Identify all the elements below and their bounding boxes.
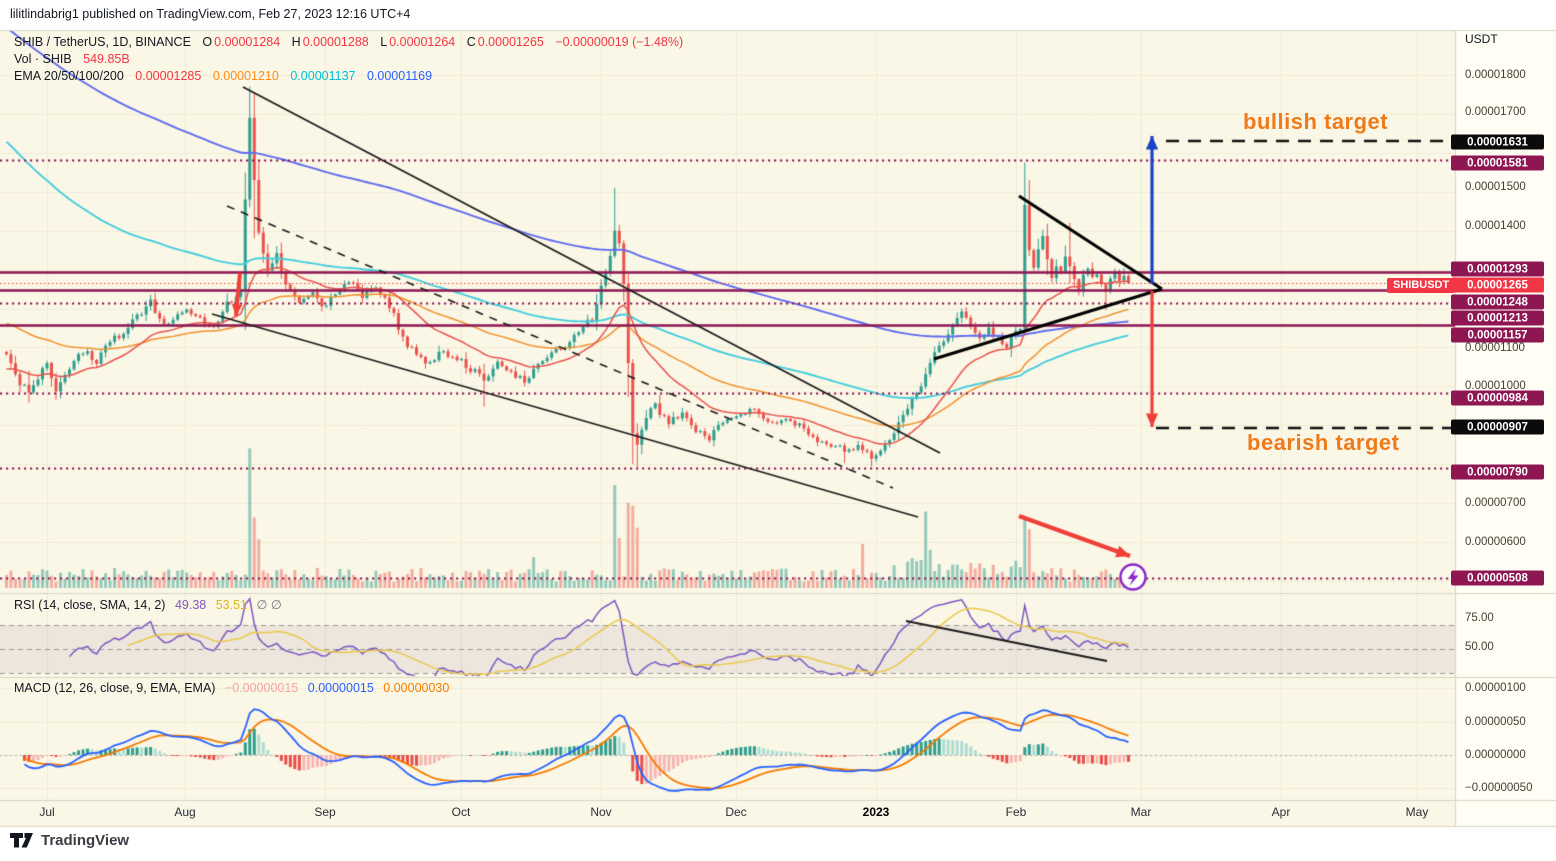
tradingview-logo-icon[interactable]	[10, 833, 34, 848]
price-line-symbol-tag: SHIBUSDT	[1387, 278, 1456, 293]
open-label: O	[202, 35, 213, 49]
time-axis-label: Dec	[725, 805, 747, 819]
time-axis-label: Apr	[1271, 805, 1291, 819]
open-value: 0.00001284	[214, 35, 281, 49]
price-level-badge: 0.00001581	[1451, 155, 1544, 171]
time-axis-label: Feb	[1005, 805, 1027, 819]
price-axis-label: −0.00000050	[1465, 782, 1533, 794]
footer-bar: TradingView	[10, 832, 129, 849]
time-axis-label: 2023	[862, 805, 890, 819]
rsi-legend: RSI (14, close, SMA, 14, 2) 49.38 53.51 …	[14, 597, 288, 612]
tradingview-brand-text[interactable]: TradingView	[41, 832, 130, 849]
price-axis-label: 0.00000050	[1465, 716, 1526, 728]
price-axis-label: 0.00000100	[1465, 682, 1526, 694]
price-axis[interactable]: USDT 0.00001800 0.00001700 0.00001500 0.000…	[1451, 30, 1556, 826]
price-axis-label: 0.00000000	[1465, 749, 1526, 761]
price-axis-label: 75.00	[1465, 612, 1494, 624]
time-axis-label: Oct	[451, 805, 471, 819]
time-axis[interactable]: Jul Aug Sep Oct Nov Dec 2023 Feb Mar Apr May	[0, 800, 1455, 826]
price-axis-label: 0.00000600	[1465, 536, 1526, 548]
price-axis-label: 0.00000700	[1465, 497, 1526, 509]
ema-row: EMA 20/50/100/200 0.00001285 0.00001210 …	[14, 68, 685, 85]
time-axis-label: Nov	[590, 805, 612, 819]
close-label: C	[466, 35, 476, 49]
low-value: 0.00001264	[389, 35, 456, 49]
time-axis-label: May	[1405, 805, 1429, 819]
volume-value: 549.85B	[83, 52, 130, 66]
rsi-value: 49.38	[174, 598, 207, 612]
symbol-row: SHIB / TetherUS, 1D, BINANCE O 0.00001284…	[14, 34, 685, 51]
rsi-sma-value: 53.51	[215, 598, 247, 612]
attribution-text: lilitlindabrig1 published on TradingView…	[10, 7, 411, 21]
rsi-label[interactable]: RSI (14, close, SMA, 14, 2)	[14, 598, 166, 612]
macd-legend: MACD (12, 26, close, 9, EMA, EMA) −0.000…	[14, 681, 455, 695]
price-axis-label: 0.00001100	[1465, 342, 1525, 354]
ema50-value: 0.00001210	[212, 69, 279, 83]
price-level-badge: 0.00000984	[1451, 390, 1544, 406]
price-level-badge: 0.00001157	[1451, 327, 1544, 343]
time-axis-label: Sep	[314, 805, 336, 819]
high-value: 0.00001288	[302, 35, 369, 49]
ema100-value: 0.00001137	[290, 69, 356, 83]
macd-line-value: 0.00000015	[307, 681, 374, 695]
price-level-badge: 0.00001213	[1451, 310, 1544, 326]
high-label: H	[291, 35, 301, 49]
volume-row: Vol · SHIB 549.85B	[14, 51, 685, 68]
price-level-badge: 0.00000790	[1451, 464, 1544, 480]
macd-label[interactable]: MACD (12, 26, close, 9, EMA, EMA)	[14, 681, 216, 695]
time-axis-label: Jul	[39, 805, 55, 819]
price-axis-label: 0.00001800	[1465, 69, 1526, 81]
ema20-value: 0.00001285	[135, 69, 202, 83]
low-label: L	[380, 35, 388, 49]
bullish-target-label[interactable]: bullish target	[1243, 109, 1389, 134]
ema-label[interactable]: EMA 20/50/100/200	[14, 69, 124, 83]
macd-hist-value: −0.00000015	[224, 681, 299, 695]
bearish-target-label[interactable]: bearish target	[1247, 430, 1400, 455]
macd-signal-value: 0.00000030	[383, 681, 450, 695]
price-axis-label: 0.00001000	[1465, 380, 1526, 392]
chart-legend: SHIB / TetherUS, 1D, BINANCE O 0.00001284…	[14, 34, 685, 85]
price-level-badge: 0.00001631	[1451, 134, 1544, 150]
ema200-value: 0.00001169	[366, 69, 433, 83]
close-value: 0.00001265	[477, 35, 544, 49]
price-level-badge: 0.00001248	[1451, 294, 1544, 310]
price-axis-currency: USDT	[1465, 32, 1498, 46]
time-axis-label: Mar	[1130, 805, 1152, 819]
time-axis-label: Aug	[174, 805, 196, 819]
price-level-badge: 0.00001265	[1451, 277, 1544, 293]
change-value: −0.00000019 (−1.48%)	[555, 35, 684, 49]
volume-label[interactable]: Vol · SHIB	[14, 52, 72, 66]
rsi-disabled-values: ∅ ∅	[256, 598, 282, 612]
price-level-badge: 0.00001293	[1451, 261, 1544, 277]
price-level-badge: 0.00000907	[1451, 419, 1544, 435]
price-axis-label: 0.00001500	[1465, 181, 1526, 193]
price-axis-label: 0.00001400	[1465, 220, 1526, 232]
price-axis-label: 0.00001700	[1465, 106, 1526, 118]
price-axis-label: 50.00	[1465, 641, 1494, 653]
price-level-badge: 0.00000508	[1451, 570, 1544, 586]
symbol-title[interactable]: SHIB / TetherUS, 1D, BINANCE	[14, 35, 191, 49]
